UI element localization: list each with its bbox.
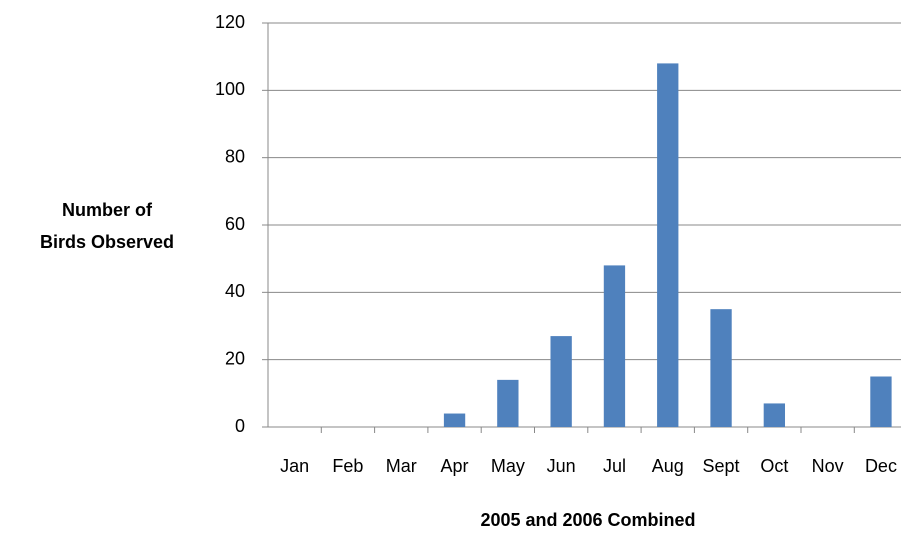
x-tick-label: Dec bbox=[865, 456, 897, 476]
y-tick-label: 100 bbox=[215, 79, 245, 99]
x-tick-label: Mar bbox=[386, 456, 417, 476]
bar bbox=[603, 265, 626, 427]
y-tick-label: 0 bbox=[235, 416, 245, 436]
bar bbox=[443, 413, 466, 427]
x-axis-title: 2005 and 2006 Combined bbox=[480, 510, 695, 530]
y-tick-label: 80 bbox=[225, 146, 245, 166]
bar bbox=[870, 376, 892, 427]
x-tick-label: Jun bbox=[547, 456, 576, 476]
x-tick-label: Nov bbox=[812, 456, 844, 476]
x-tick-label: Aug bbox=[652, 456, 684, 476]
x-tick-label: Jul bbox=[603, 456, 626, 476]
y-tick-label: 120 bbox=[215, 12, 245, 32]
bar bbox=[710, 309, 732, 427]
y-tick-label: 20 bbox=[225, 348, 245, 368]
x-tick-label: Apr bbox=[441, 456, 469, 476]
y-axis-title-line: Number of bbox=[62, 200, 153, 220]
bar bbox=[763, 403, 786, 427]
y-tick-label: 60 bbox=[225, 214, 245, 234]
y-axis-title-line: Birds Observed bbox=[40, 232, 174, 252]
bar bbox=[497, 379, 519, 427]
x-tick-label: Sept bbox=[703, 456, 740, 476]
bar bbox=[550, 336, 572, 427]
x-tick-label: Oct bbox=[760, 456, 788, 476]
x-tick-label: Feb bbox=[332, 456, 363, 476]
bar bbox=[657, 63, 679, 428]
y-tick-label: 40 bbox=[225, 281, 245, 301]
x-tick-label: Jan bbox=[280, 456, 309, 476]
x-tick-label: May bbox=[491, 456, 525, 476]
